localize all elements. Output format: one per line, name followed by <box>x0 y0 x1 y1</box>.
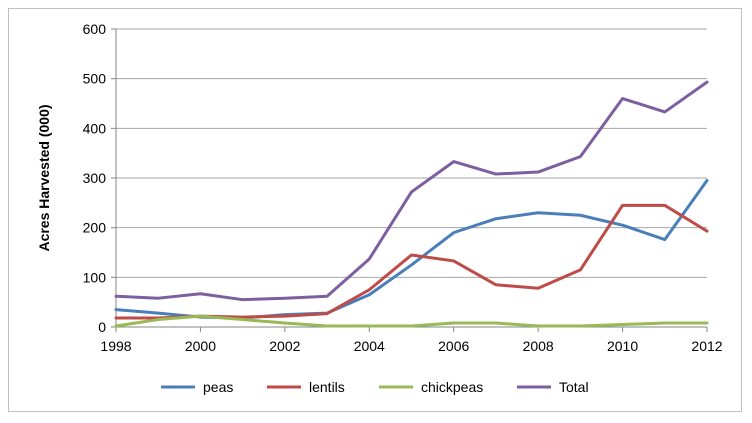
series-lines <box>114 80 709 328</box>
legend-label-peas: peas <box>203 379 233 395</box>
y-tick-label: 300 <box>83 170 107 186</box>
legend: peas lentils chickpeas Total <box>161 379 589 395</box>
gridlines <box>116 28 707 328</box>
y-tick-label: 100 <box>83 269 107 285</box>
legend-label-lentils: lentils <box>309 379 345 395</box>
x-tick-label: 2008 <box>523 338 554 354</box>
series-line-peas <box>114 178 709 320</box>
x-tick-label: 2012 <box>691 338 722 354</box>
y-tick-label: 600 <box>83 21 107 37</box>
legend-label-chickpeas: chickpeas <box>421 379 483 395</box>
series-line-chickpeas <box>114 314 709 328</box>
x-tick-label: 2010 <box>607 338 638 354</box>
y-tick-label: 400 <box>83 120 107 136</box>
x-tick-label: 2006 <box>438 338 469 354</box>
y-tick-label: 0 <box>98 319 106 335</box>
legend-label-total: Total <box>559 379 589 395</box>
axes: 0 100 200 300 400 500 600 1998 2000 2002 2004 2006 2… <box>83 21 723 354</box>
series-line-total <box>114 80 709 302</box>
chart-frame: 0 100 200 300 400 500 600 1998 2000 2002 2004 2006 2… <box>8 8 742 412</box>
x-tick-label: 2000 <box>185 338 216 354</box>
line-chart: 0 100 200 300 400 500 600 1998 2000 2002 2004 2006 2… <box>36 21 723 395</box>
y-tick-label: 500 <box>83 71 107 87</box>
series-line-lentils <box>114 203 709 320</box>
y-tick-label: 200 <box>83 220 107 236</box>
x-tick-label: 2002 <box>269 338 300 354</box>
x-tick-label: 2004 <box>354 338 385 354</box>
y-axis-title: Acres Harvested (000) <box>36 104 52 251</box>
x-tick-label: 1998 <box>100 338 131 354</box>
